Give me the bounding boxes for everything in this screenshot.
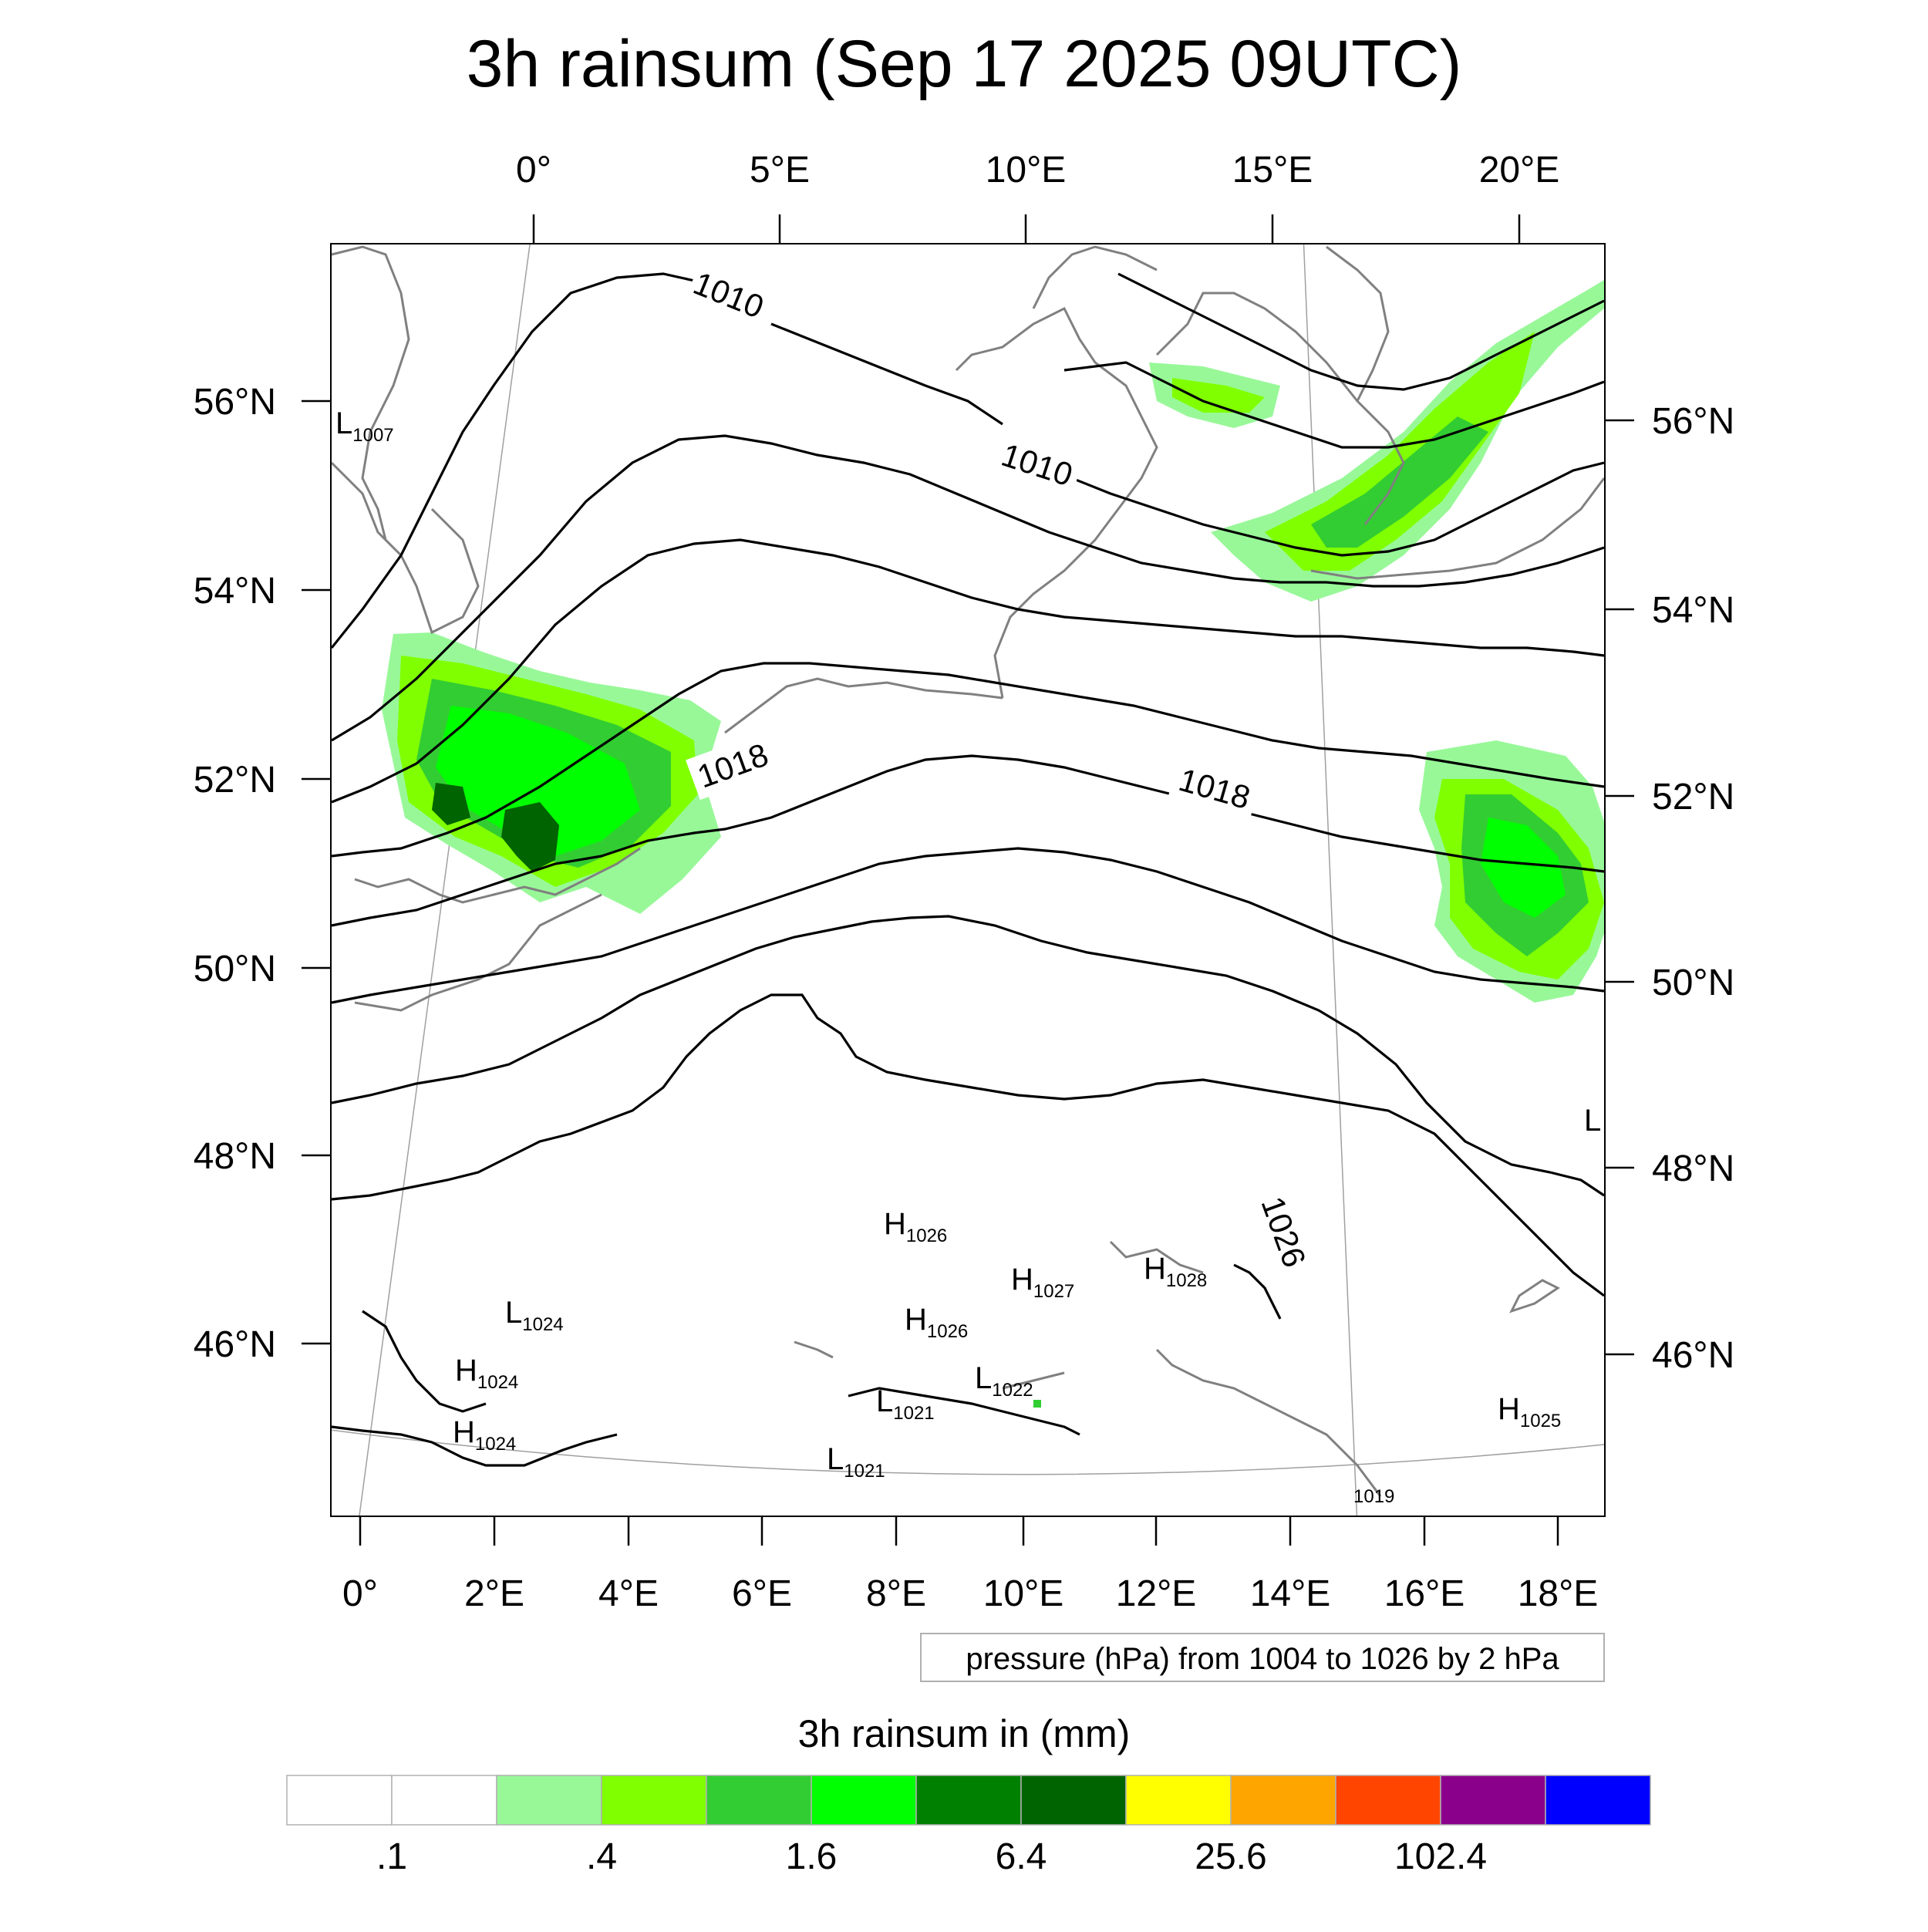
right-lat-label: 56°N bbox=[1652, 401, 1734, 442]
map-border bbox=[330, 243, 1606, 1517]
pressure-center: L1021 bbox=[827, 1442, 885, 1482]
contour-info-box: pressure (hPa) from 1004 to 1026 by 2 hP… bbox=[920, 1633, 1605, 1682]
bottom-lon-label: 8°E bbox=[866, 1573, 926, 1614]
top-lon-label: 15°E bbox=[1232, 150, 1313, 191]
bottom-longitude-axis: 0° 2°E 4°E 6°E 8°E 10°E 12°E 14°E 16°E 1… bbox=[342, 1516, 1598, 1614]
colorbar-legend: 3h rainsum in (mm) .1 .4 1.6 6.4 25.6 10… bbox=[286, 1712, 1651, 1877]
colorbar-bin bbox=[286, 1775, 393, 1826]
pressure-center: L1024 bbox=[505, 1296, 564, 1335]
colorbar-labels: .1 .4 1.6 6.4 25.6 102.4 bbox=[376, 1836, 1487, 1877]
legend-label: 1.6 bbox=[786, 1836, 838, 1877]
graticule bbox=[331, 244, 1605, 1516]
rain-ne-mid bbox=[1172, 378, 1265, 413]
pressure-center: H1026 bbox=[884, 1207, 947, 1246]
pressure-center: L1022 bbox=[975, 1361, 1033, 1401]
legend-label: 6.4 bbox=[996, 1836, 1047, 1877]
colorbar-bin bbox=[915, 1775, 1022, 1826]
top-longitude-axis: 0° 5°E 10°E 15°E 20°E bbox=[516, 150, 1559, 244]
colorbar-bin bbox=[1440, 1775, 1546, 1826]
right-latitude-axis: 56°N 54°N 52°N 50°N 48°N 46°N bbox=[1605, 401, 1734, 1376]
pressure-center: L1007 bbox=[335, 406, 394, 446]
precipitation-field bbox=[382, 279, 1605, 1408]
right-lat-label: 54°N bbox=[1652, 590, 1734, 631]
pressure-center: L bbox=[1584, 1104, 1601, 1138]
rain-ne-band-green bbox=[1311, 416, 1488, 548]
colorbar-bin bbox=[1020, 1775, 1127, 1826]
top-lon-label: 20°E bbox=[1479, 150, 1560, 191]
rain-east-bright bbox=[1481, 818, 1566, 918]
pressure-center: H1026 bbox=[905, 1303, 968, 1342]
legend-label: .4 bbox=[586, 1836, 617, 1877]
colorbar-bin bbox=[1335, 1775, 1441, 1826]
left-lat-label: 46°N bbox=[194, 1324, 276, 1365]
colorbar-bin bbox=[706, 1775, 812, 1826]
left-lat-label: 56°N bbox=[194, 382, 276, 423]
left-latitude-axis: 56°N 54°N 52°N 50°N 48°N 46°N bbox=[194, 382, 331, 1365]
colorbar-bin bbox=[811, 1775, 917, 1826]
coastlines bbox=[331, 245, 1605, 1497]
figure-title: 3h rainsum (Sep 17 2025 09UTC) bbox=[467, 27, 1462, 101]
bottom-lon-label: 2°E bbox=[464, 1573, 524, 1614]
legend-label: 25.6 bbox=[1195, 1836, 1266, 1877]
bottom-lon-label: 12°E bbox=[1116, 1573, 1197, 1614]
colorbar-bin bbox=[391, 1775, 497, 1826]
right-lat-label: 46°N bbox=[1652, 1335, 1734, 1376]
colorbar-boxes bbox=[286, 1775, 1651, 1826]
colorbar-bin bbox=[1230, 1775, 1336, 1826]
pressure-center: H1025 bbox=[1498, 1392, 1561, 1431]
contour-info-text: pressure (hPa) from 1004 to 1026 by 2 hP… bbox=[966, 1642, 1559, 1676]
pressure-center: H1024 bbox=[455, 1354, 518, 1393]
bottom-lon-label: 6°E bbox=[732, 1573, 792, 1614]
legend-label: 102.4 bbox=[1394, 1836, 1487, 1877]
pressure-center: H1024 bbox=[453, 1415, 516, 1455]
left-lat-label: 50°N bbox=[194, 949, 276, 990]
right-lat-label: 52°N bbox=[1652, 777, 1734, 818]
left-lat-label: 52°N bbox=[194, 760, 276, 801]
colorbar-bin bbox=[1545, 1775, 1651, 1826]
rain-west-dark1 bbox=[432, 783, 470, 825]
rain-west-bright bbox=[436, 706, 640, 856]
bottom-lon-label: 18°E bbox=[1518, 1573, 1599, 1614]
pressure-center: 1019 bbox=[1353, 1486, 1394, 1507]
pressure-center: L1021 bbox=[876, 1384, 935, 1424]
colorbar-bin bbox=[1125, 1775, 1232, 1826]
pressure-centers: L1007 L1024 H1024 H1024 H1026 H1027 H102… bbox=[335, 406, 1601, 1507]
colorbar-bin bbox=[496, 1775, 602, 1826]
rain-ne-band-mid bbox=[1265, 332, 1535, 571]
bottom-lon-label: 0° bbox=[342, 1573, 378, 1614]
bottom-lon-label: 4°E bbox=[598, 1573, 659, 1614]
bottom-lon-label: 14°E bbox=[1250, 1573, 1331, 1614]
top-lon-label: 10°E bbox=[986, 150, 1067, 191]
right-lat-label: 50°N bbox=[1652, 963, 1734, 1003]
top-lon-label: 5°E bbox=[750, 150, 810, 191]
colorbar-bin bbox=[601, 1775, 707, 1826]
left-lat-label: 54°N bbox=[194, 571, 276, 612]
isobars bbox=[331, 272, 1605, 1467]
map-panel: 1010 1010 1018 1018 1026 L1007 L1024 H10… bbox=[194, 150, 1735, 1614]
top-lon-label: 0° bbox=[516, 150, 551, 191]
bottom-lon-label: 16°E bbox=[1384, 1573, 1465, 1614]
rain-west-dark2 bbox=[501, 802, 559, 872]
right-lat-label: 48°N bbox=[1652, 1148, 1734, 1189]
rain-east-speck bbox=[1033, 1400, 1041, 1408]
legend-label: .1 bbox=[376, 1836, 407, 1877]
pressure-center: H1028 bbox=[1144, 1252, 1207, 1291]
bottom-lon-label: 10°E bbox=[983, 1573, 1064, 1614]
left-lat-label: 48°N bbox=[194, 1136, 276, 1177]
legend-title: 3h rainsum in (mm) bbox=[798, 1712, 1131, 1755]
pressure-center: H1027 bbox=[1011, 1263, 1074, 1302]
